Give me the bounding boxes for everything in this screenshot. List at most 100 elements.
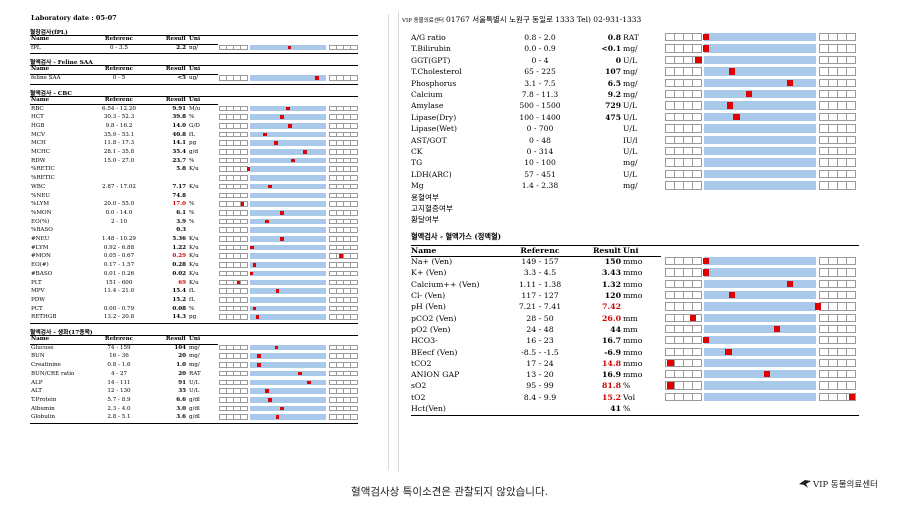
unit-cell: U/L <box>623 169 638 179</box>
range-cell <box>240 388 248 394</box>
reference-range-band <box>250 218 326 225</box>
table-row: BEecf (Ven) -8.5 - -1.5 -6.9 mmo <box>411 347 859 358</box>
range-cell <box>692 358 702 368</box>
range-cell <box>692 78 702 87</box>
table-row: tCO2 17 - 24 14.8 mmo <box>411 358 859 369</box>
test-name-cell: MCH <box>31 140 46 147</box>
table-row: MCHC 28.1 - 35.8 35.4 g/d <box>30 148 358 157</box>
unit-cell: g/d <box>189 149 199 155</box>
reference-range-cell: 0 - 48 <box>529 135 551 145</box>
table-row: RETHGB 13.2 - 20.8 14.3 pg <box>30 313 358 322</box>
range-bar <box>219 75 358 81</box>
reference-range-band <box>704 313 816 322</box>
test-name-cell: HGB <box>31 122 45 129</box>
table-header-row: Name Referenc Result Uni <box>30 65 218 76</box>
range-cell <box>846 358 856 368</box>
range-cell <box>350 175 358 181</box>
result-value-cell: 6.1 <box>176 209 186 216</box>
reference-range-band <box>704 55 816 65</box>
table-row: EO(%) 2 - 10 3.9% <box>30 218 358 227</box>
table-row: EO(#) 0.17 - 1.57 0.28 K/u <box>30 261 358 270</box>
result-marker <box>249 271 254 276</box>
result-marker <box>695 56 702 64</box>
reference-range-band <box>250 270 326 277</box>
range-bar <box>219 149 358 155</box>
result-value-cell: 14.8 <box>602 358 621 368</box>
result-marker <box>703 337 710 344</box>
range-bar <box>665 313 856 322</box>
reference-range-band <box>250 227 326 233</box>
range-cell <box>240 105 248 112</box>
range-cell <box>240 44 248 51</box>
test-name-cell: #LYM <box>31 244 49 251</box>
test-name-cell: A/G ratio <box>411 33 446 42</box>
table-row: Hct(Ven) 41% <box>411 403 859 414</box>
unit-cell: % <box>189 218 195 225</box>
range-cell <box>240 244 248 251</box>
reference-range-cell: 11.4 - 21.0 <box>103 288 135 295</box>
unit-cell: mmo <box>623 257 643 267</box>
range-bar <box>219 131 358 138</box>
test-name-cell: Name <box>31 66 50 73</box>
result-marker <box>275 415 280 419</box>
range-cell <box>692 67 702 76</box>
reference-range-band <box>250 75 326 81</box>
range-cell <box>692 324 702 334</box>
range-cell <box>692 101 702 110</box>
range-cell <box>350 344 358 351</box>
range-bar <box>219 370 358 377</box>
reference-range-cell: 0 - 4 <box>531 55 549 65</box>
range-cell <box>350 166 358 173</box>
reference-range-cell: 1.11 - 1.38 <box>518 279 562 289</box>
result-table <box>30 65 358 85</box>
result-value-cell: Result <box>165 36 186 42</box>
range-cell <box>692 336 702 345</box>
test-name-cell: Name <box>31 336 50 342</box>
clinic-logo-text: VIP 동물의료센터 <box>813 480 878 490</box>
unit-cell: mg/ <box>189 362 200 369</box>
result-value-cell: <5 <box>177 75 186 82</box>
result-value-cell: 20 <box>178 353 186 360</box>
result-marker <box>703 258 710 265</box>
reference-range-band <box>704 358 816 368</box>
range-cell <box>692 112 702 122</box>
test-name-cell: MCHC <box>31 149 51 155</box>
result-value-cell: 3.6 <box>176 414 186 421</box>
test-name-cell: 황달여부 <box>411 215 439 225</box>
range-cell <box>846 313 856 322</box>
blood-gas-table <box>411 244 859 417</box>
range-cell <box>692 347 702 356</box>
range-cell <box>240 209 248 216</box>
section-title: 혈액검사 - 혈액가스 (정맥혈) <box>411 231 502 241</box>
result-value-cell: 91 <box>178 379 186 386</box>
range-cell <box>692 302 702 311</box>
range-bar <box>219 388 358 394</box>
result-marker <box>787 79 794 86</box>
table-row: HCT 30.3 - 52.3 39.8% <box>30 113 358 122</box>
result-marker <box>252 306 257 311</box>
range-cell <box>692 44 702 53</box>
reference-range-band <box>250 314 326 320</box>
result-marker <box>848 393 855 400</box>
range-cell <box>846 291 856 300</box>
result-value-cell: 20 <box>178 370 186 377</box>
result-marker <box>252 263 257 267</box>
reference-range-band <box>250 175 326 181</box>
reference-range-band <box>250 149 326 155</box>
unit-cell: mg/ <box>623 158 638 168</box>
reference-range-cell: 1.48 - 10.29 <box>102 236 136 242</box>
unit-cell: fL <box>189 131 195 138</box>
test-name-cell: %BASO <box>31 227 53 234</box>
result-value-cell: 9.2 <box>607 90 621 99</box>
range-cell <box>692 169 702 179</box>
unit-cell: mmo <box>623 370 643 380</box>
reference-range-band <box>704 124 816 133</box>
test-name-cell: Name <box>411 245 437 255</box>
range-cell <box>350 209 358 216</box>
right-report-page: VIP 동물의료센터 01767 서울특별시 노원구 동일로 1333 Tel) … <box>398 12 899 472</box>
range-cell <box>350 183 358 190</box>
range-cell <box>240 114 248 120</box>
reference-range-band <box>250 396 326 403</box>
unit-cell: mm <box>623 324 638 334</box>
range-cell <box>350 149 358 155</box>
